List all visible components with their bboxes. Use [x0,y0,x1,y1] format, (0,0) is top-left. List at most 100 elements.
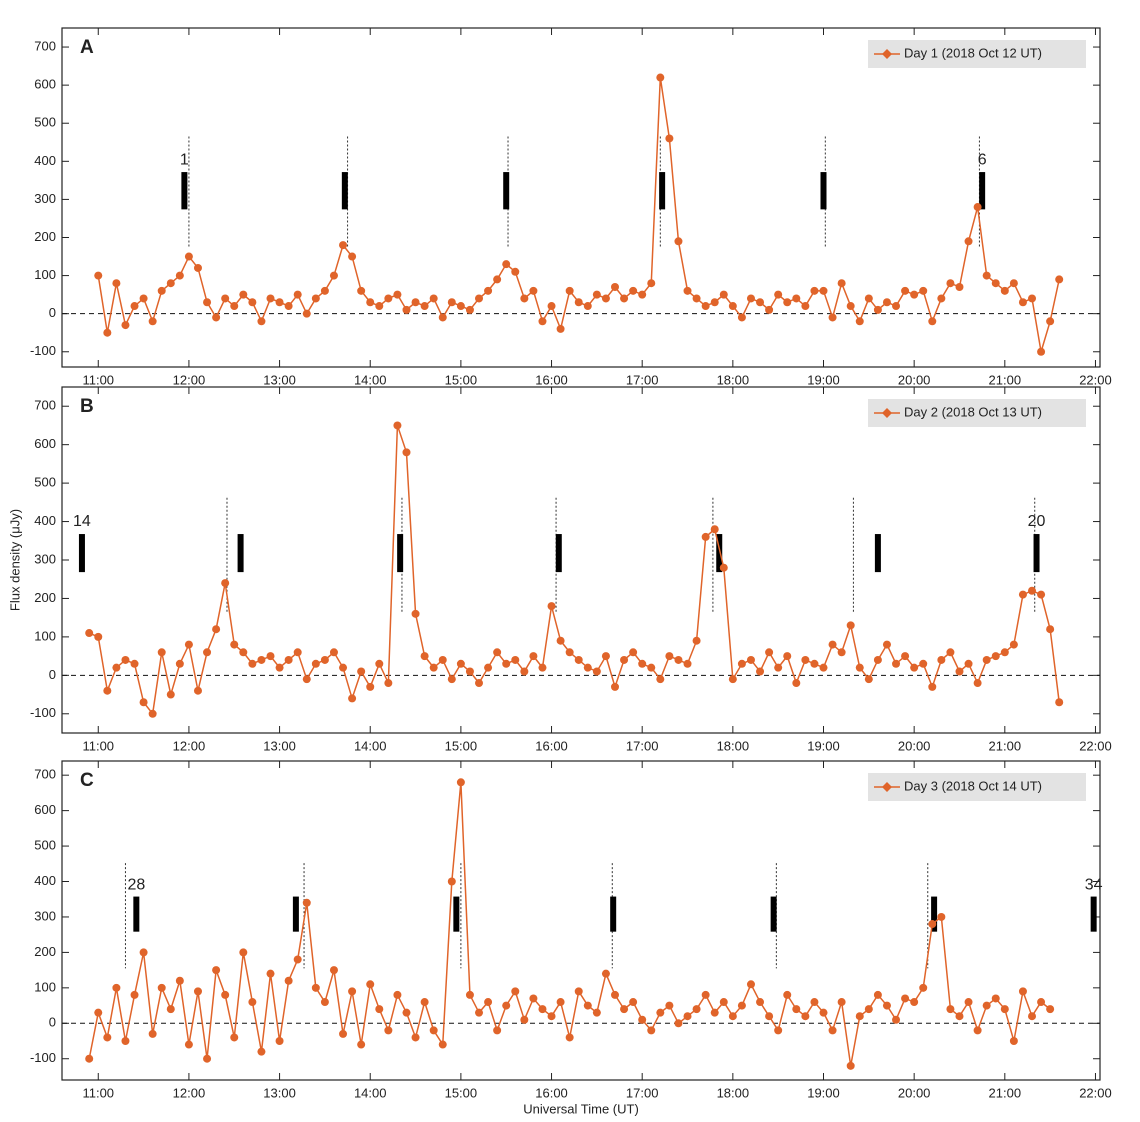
x-tick-label: 21:00 [989,738,1022,753]
data-point [121,321,130,330]
data-point [221,990,230,999]
data-point [937,912,946,921]
data-point [411,298,420,307]
data-point [719,290,728,299]
y-tick-label: -100 [30,343,56,358]
data-point [620,655,629,664]
data-point [484,663,493,672]
data-point [212,313,221,322]
data-point [683,659,692,668]
y-tick-label: 0 [49,667,56,682]
data-point [302,675,311,684]
x-tick-label: 15:00 [445,372,478,387]
data-point [837,279,846,288]
x-tick-label: 21:00 [989,1085,1022,1100]
data-point [991,279,1000,288]
data-point [1009,1037,1018,1046]
data-point [320,286,329,295]
data-point [674,1019,683,1028]
data-point [1055,275,1064,284]
data-point [674,655,683,664]
y-tick-label: 700 [34,38,56,53]
data-point [538,317,547,326]
data-point [665,652,674,661]
y-tick-label: 300 [34,191,56,206]
data-point [647,1026,656,1035]
data-point [230,640,239,649]
x-tick-label: 12:00 [173,738,206,753]
data-point [366,980,375,989]
marker-bar [931,896,938,932]
data-point [973,1026,982,1035]
data-point [683,286,692,295]
data-point [166,690,175,699]
data-point [475,294,484,303]
marker-bar [397,534,404,573]
data-point [248,298,257,307]
data-point [411,609,420,618]
data-point [520,294,529,303]
data-point [864,1005,873,1014]
y-tick-label: 0 [49,305,56,320]
data-point [701,302,710,311]
data-point [892,302,901,311]
data-point [493,275,502,284]
data-point [311,983,320,992]
data-point [665,134,674,143]
data-point [166,279,175,288]
x-tick-label: 11:00 [82,738,114,753]
data-point [1000,286,1009,295]
data-point [610,682,619,691]
data-point [737,1001,746,1010]
x-tick-label: 13:00 [263,372,296,387]
data-point [638,290,647,299]
marker-bar [503,172,510,210]
data-point [837,998,846,1007]
data-point [375,659,384,668]
data-point [493,1026,502,1035]
data-point [257,655,266,664]
data-point [928,317,937,326]
x-tick-label: 17:00 [626,738,659,753]
data-point [982,655,991,664]
data-point [792,294,801,303]
data-point [583,1001,592,1010]
data-point [529,994,538,1003]
data-point [692,294,701,303]
data-point [964,237,973,246]
data-point [130,990,139,999]
data-point [610,990,619,999]
data-point [946,279,955,288]
data-point [710,298,719,307]
marker-bar [1090,896,1097,932]
data-point [892,659,901,668]
data-point [846,621,855,630]
x-tick-label: 11:00 [82,1085,114,1100]
data-point [538,1005,547,1014]
data-point [737,659,746,668]
data-point [1037,590,1046,599]
panel-label: C [80,770,94,791]
data-point [746,655,755,664]
data-point [475,1008,484,1017]
data-point [701,990,710,999]
data-point [511,655,520,664]
data-point [121,655,130,664]
data-point [348,694,357,703]
marker-bar [78,534,85,573]
data-point [375,302,384,311]
data-point [746,980,755,989]
data-point [520,1015,529,1024]
data-point [774,1026,783,1035]
data-point [592,667,601,676]
data-point [402,448,411,457]
data-point [166,1005,175,1014]
x-tick-label: 16:00 [535,372,568,387]
data-point [529,652,538,661]
data-point [511,267,520,276]
y-axis-label: Flux density (μJy) [7,509,22,611]
y-tick-label: 400 [34,153,56,168]
data-point [756,667,765,676]
data-point [919,983,928,992]
data-point [393,990,402,999]
